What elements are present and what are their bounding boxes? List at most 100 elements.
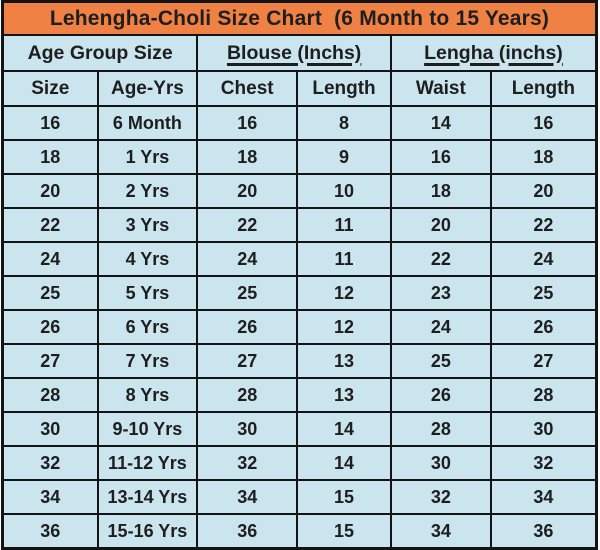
table-row: 18 1 Yrs 18 9 16 18 xyxy=(1,139,598,175)
table-cell: 16 xyxy=(389,139,492,175)
table-cell: 32 xyxy=(196,445,299,481)
table-cell: 26 xyxy=(389,377,492,413)
table-cell: 20 xyxy=(1,173,99,209)
table-cell: 30 xyxy=(389,445,492,481)
column-header-lengha-length: Length xyxy=(489,70,598,107)
table-cell: 20 xyxy=(389,207,492,243)
table-cell: 28 xyxy=(196,377,299,413)
table-cell: 26 xyxy=(1,309,99,345)
table-cell: 28 xyxy=(389,411,492,447)
column-header-row: Size Age-Yrs Chest Length Waist Length xyxy=(1,70,598,107)
table-cell: 22 xyxy=(389,241,492,277)
table-cell: 24 xyxy=(389,309,492,345)
table-cell: 27 xyxy=(196,343,299,379)
table-row: 30 9-10 Yrs 30 14 28 30 xyxy=(1,411,598,447)
table-cell: 12 xyxy=(296,309,392,345)
chart-title: Lehengha-Choli Size Chart (6 Month to 15… xyxy=(1,0,598,36)
table-row: 27 7 Yrs 27 13 25 27 xyxy=(1,343,598,379)
table-cell: 16 xyxy=(196,105,299,141)
table-row: 25 5 Yrs 25 12 23 25 xyxy=(1,275,598,311)
table-cell: 22 xyxy=(1,207,99,243)
table-cell: 5 Yrs xyxy=(96,275,199,311)
group-header-lengha: Lengha (inchs) xyxy=(389,34,598,72)
column-header-age-yrs: Age-Yrs xyxy=(96,70,199,107)
table-cell: 9-10 Yrs xyxy=(96,411,199,447)
column-header-chest: Chest xyxy=(196,70,299,107)
table-cell: 13-14 Yrs xyxy=(96,479,199,515)
table-cell: 25 xyxy=(196,275,299,311)
table-cell: 32 xyxy=(389,479,492,515)
table-cell: 18 xyxy=(489,139,598,175)
table-cell: 28 xyxy=(1,377,99,413)
group-header-blouse: Blouse (Inchs) xyxy=(196,34,392,72)
table-row: 20 2 Yrs 20 10 18 20 xyxy=(1,173,598,209)
table-cell: 10 xyxy=(296,173,392,209)
table-cell: 15-16 Yrs xyxy=(96,513,199,550)
table-row: 24 4 Yrs 24 11 22 24 xyxy=(1,241,598,277)
table-cell: 13 xyxy=(296,343,392,379)
table-row: 26 6 Yrs 26 12 24 26 xyxy=(1,309,598,345)
table-cell: 18 xyxy=(389,173,492,209)
table-cell: 15 xyxy=(296,479,392,515)
table-cell: 13 xyxy=(296,377,392,413)
table-cell: 2 Yrs xyxy=(96,173,199,209)
table-cell: 24 xyxy=(1,241,99,277)
table-cell: 25 xyxy=(489,275,598,311)
group-header-row: Age Group Size Blouse (Inchs) Lengha (in… xyxy=(1,34,598,72)
table-cell: 20 xyxy=(489,173,598,209)
table-cell: 27 xyxy=(489,343,598,379)
table-cell: 11-12 Yrs xyxy=(96,445,199,481)
table-cell: 11 xyxy=(296,207,392,243)
table-cell: 14 xyxy=(296,445,392,481)
title-row: Lehengha-Choli Size Chart (6 Month to 15… xyxy=(1,0,598,36)
table-cell: 15 xyxy=(296,513,392,550)
table-row: 36 15-16 Yrs 36 15 34 36 xyxy=(1,513,598,550)
table-cell: 20 xyxy=(196,173,299,209)
table-cell: 1 Yrs xyxy=(96,139,199,175)
table-cell: 32 xyxy=(489,445,598,481)
table-cell: 8 Yrs xyxy=(96,377,199,413)
table-cell: 34 xyxy=(196,479,299,515)
table-body: 16 6 Month 16 8 14 16 18 1 Yrs 18 9 16 18 20 2 Yrs 20 1… xyxy=(1,105,598,550)
table-row: 22 3 Yrs 22 11 20 22 xyxy=(1,207,598,243)
table-cell: 3 Yrs xyxy=(96,207,199,243)
column-header-waist: Waist xyxy=(389,70,492,107)
table-cell: 36 xyxy=(1,513,99,550)
table-row: 34 13-14 Yrs 34 15 32 34 xyxy=(1,479,598,515)
table-cell: 18 xyxy=(196,139,299,175)
table-cell: 32 xyxy=(1,445,99,481)
table-cell: 27 xyxy=(1,343,99,379)
table-cell: 28 xyxy=(489,377,598,413)
table-cell: 25 xyxy=(1,275,99,311)
table-cell: 7 Yrs xyxy=(96,343,199,379)
table-cell: 30 xyxy=(196,411,299,447)
table-cell: 23 xyxy=(389,275,492,311)
table-cell: 11 xyxy=(296,241,392,277)
column-header-blouse-length: Length xyxy=(296,70,392,107)
table-cell: 9 xyxy=(296,139,392,175)
table-cell: 36 xyxy=(489,513,598,550)
table-cell: 25 xyxy=(389,343,492,379)
table-cell: 30 xyxy=(1,411,99,447)
table-cell: 16 xyxy=(489,105,598,141)
table-cell: 6 Yrs xyxy=(96,309,199,345)
table-cell: 16 xyxy=(1,105,99,141)
table-cell: 34 xyxy=(1,479,99,515)
table-cell: 12 xyxy=(296,275,392,311)
table-cell: 30 xyxy=(489,411,598,447)
table-cell: 26 xyxy=(489,309,598,345)
table-cell: 22 xyxy=(196,207,299,243)
table-cell: 18 xyxy=(1,139,99,175)
table-cell: 22 xyxy=(489,207,598,243)
table-cell: 34 xyxy=(489,479,598,515)
table-row: 16 6 Month 16 8 14 16 xyxy=(1,105,598,141)
table-cell: 26 xyxy=(196,309,299,345)
column-header-size: Size xyxy=(1,70,99,107)
table-row: 28 8 Yrs 28 13 26 28 xyxy=(1,377,598,413)
table-cell: 34 xyxy=(389,513,492,550)
table-cell: 24 xyxy=(489,241,598,277)
table-cell: 14 xyxy=(296,411,392,447)
group-header-age-group-size: Age Group Size xyxy=(1,34,199,72)
table-cell: 4 Yrs xyxy=(96,241,199,277)
